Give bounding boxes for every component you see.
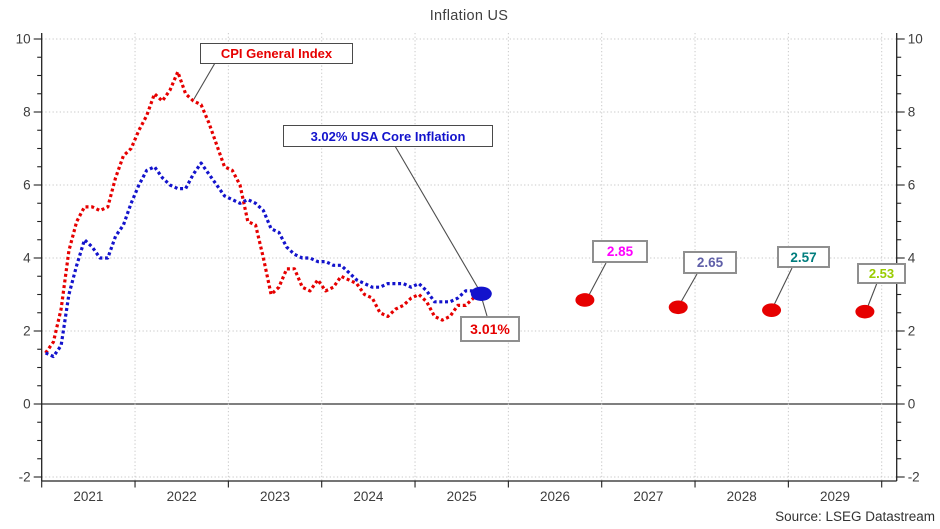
forecast-label-2027: 2.65: [683, 251, 737, 274]
svg-text:2028: 2028: [727, 489, 757, 504]
svg-text:8: 8: [908, 105, 916, 120]
svg-text:2: 2: [23, 324, 31, 339]
svg-text:2: 2: [908, 324, 916, 339]
forecast-label-2029: 2.53: [857, 263, 906, 284]
svg-text:2027: 2027: [633, 489, 663, 504]
forecast-label-2028: 2.57: [777, 246, 830, 268]
svg-text:-2: -2: [908, 470, 920, 485]
core-inflation-label: 3.02% USA Core Inflation: [283, 125, 493, 147]
forecast-label-2026: 2.85: [592, 240, 648, 263]
svg-text:6: 6: [908, 178, 916, 193]
chart-title: Inflation US: [429, 8, 509, 24]
svg-text:2022: 2022: [167, 489, 197, 504]
svg-text:-2: -2: [19, 470, 31, 485]
svg-text:2023: 2023: [260, 489, 290, 504]
svg-text:4: 4: [23, 251, 31, 266]
svg-text:0: 0: [908, 397, 916, 412]
source-credit: Source: LSEG Datastream: [775, 509, 935, 524]
svg-text:10: 10: [908, 32, 923, 47]
svg-text:0: 0: [23, 397, 31, 412]
svg-text:10: 10: [16, 32, 31, 47]
svg-text:2021: 2021: [73, 489, 103, 504]
svg-text:2029: 2029: [820, 489, 850, 504]
svg-text:2026: 2026: [540, 489, 570, 504]
svg-text:8: 8: [23, 105, 31, 120]
svg-text:6: 6: [23, 178, 31, 193]
svg-text:2024: 2024: [353, 489, 384, 504]
cpi-general-index-label: CPI General Index: [200, 43, 353, 64]
cpi-value-callout: 3.01%: [460, 316, 520, 342]
svg-text:4: 4: [908, 251, 916, 266]
svg-text:2025: 2025: [447, 489, 477, 504]
